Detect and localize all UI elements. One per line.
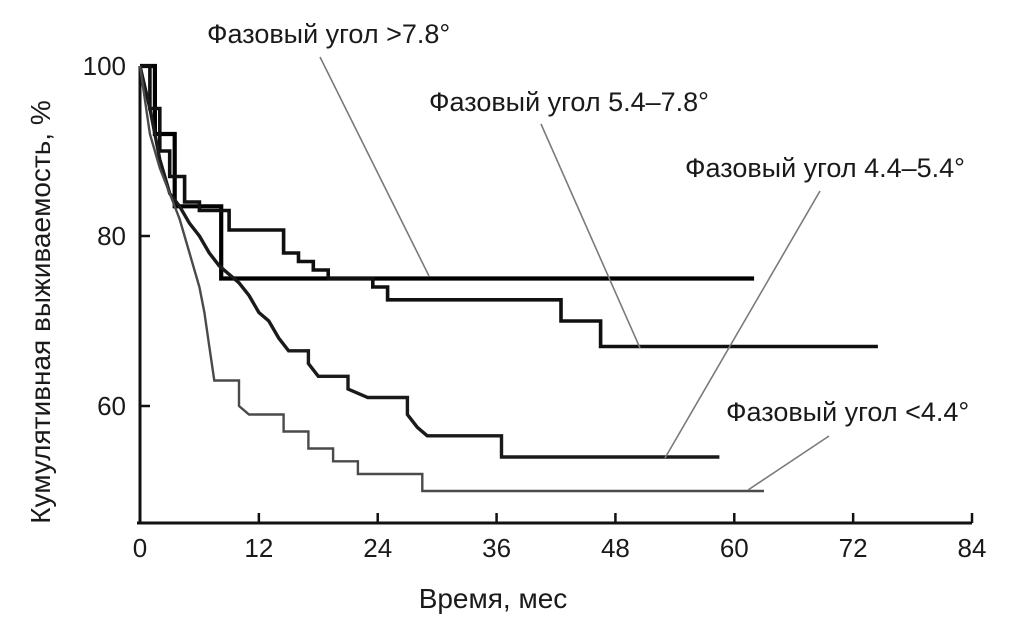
y-tick-label: 100 [83, 51, 126, 81]
y-tick-label: 80 [97, 221, 126, 251]
x-tick-label: 48 [601, 533, 630, 563]
x-tick-label: 84 [958, 533, 987, 563]
tick-marks [138, 64, 974, 523]
series-label-1: Фазовый угол >7.8° [207, 19, 450, 49]
x-axis-title: Время, мес [419, 583, 568, 614]
axes [137, 66, 972, 525]
y-axis-title: Кумулятивная выживаемость, % [25, 100, 56, 524]
y-tick-label: 60 [97, 391, 126, 421]
leader-line-4 [747, 435, 830, 491]
leader-lines [319, 56, 830, 491]
series-group [138, 63, 878, 493]
x-tick-label: 72 [839, 533, 868, 563]
leader-line-3 [664, 190, 821, 459]
leader-line-2 [540, 123, 641, 349]
x-tick-label: 24 [363, 533, 392, 563]
series-label-3: Фазовый угол 4.4–5.4° [685, 153, 965, 183]
x-tick-label: 36 [482, 533, 511, 563]
series-labels: Фазовый угол >7.8° Фазовый угол 5.4–7.8° Ф… [207, 19, 969, 427]
series-line-4 [138, 65, 764, 493]
series-label-2: Фазовый угол 5.4–7.8° [429, 87, 709, 117]
x-tick-label: 0 [133, 533, 147, 563]
series-line-2 [140, 64, 878, 349]
leader-line-1 [319, 56, 430, 277]
x-tick-label: 60 [720, 533, 749, 563]
series-line-3 [138, 65, 720, 459]
series-label-4: Фазовый угол <4.4° [726, 397, 969, 427]
x-tick-label: 12 [244, 533, 273, 563]
tick-labels: 0 12 24 36 48 60 72 84 60 80 100 [83, 51, 987, 563]
